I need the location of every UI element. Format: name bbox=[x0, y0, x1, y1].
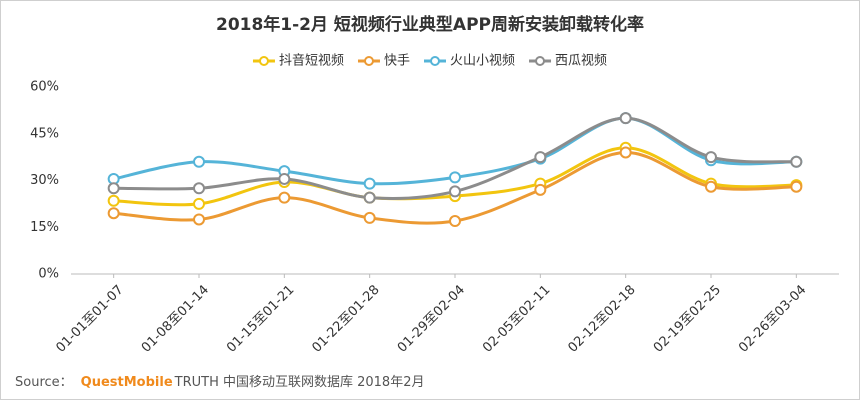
x-tick-label: 01-22至01-28 bbox=[309, 282, 382, 355]
data-point bbox=[107, 194, 120, 207]
data-point bbox=[534, 151, 547, 164]
x-tick-label: 01-01至01-07 bbox=[53, 282, 126, 355]
data-point bbox=[193, 197, 205, 210]
data-point bbox=[278, 191, 291, 204]
legend-label: 快手 bbox=[384, 54, 410, 69]
source: Source： QuestMobile TRUTH 中国移动互联网数据库 2018年… bbox=[15, 371, 424, 390]
y-tick-label: 30% bbox=[30, 173, 59, 188]
data-point bbox=[193, 155, 205, 168]
x-tick-label: 02-05至02-11 bbox=[480, 282, 553, 355]
source-brand: QuestMobile bbox=[80, 375, 173, 390]
legend-marker bbox=[258, 56, 269, 66]
legend-marker bbox=[363, 56, 374, 66]
legend-item: 火山小视频 bbox=[424, 54, 515, 69]
chart: 2018年1-2月 短视频行业典型APP周新安装卸载转化率 0% 15% 30% 45… bbox=[30, 14, 839, 356]
data-point bbox=[449, 171, 461, 184]
legend-item: 西瓜视频 bbox=[529, 54, 607, 69]
legend-item: 快手 bbox=[357, 54, 410, 69]
data-point bbox=[193, 213, 205, 226]
data-point bbox=[619, 146, 632, 159]
x-tick-label: 02-19至02-25 bbox=[651, 282, 724, 355]
data-point bbox=[107, 207, 120, 220]
y-tick-label: 45% bbox=[30, 126, 59, 141]
data-point bbox=[790, 155, 803, 168]
source-text: TRUTH 中国移动互联网数据库 2018年2月 bbox=[174, 375, 425, 390]
x-tick-label: 01-29至02-04 bbox=[395, 282, 468, 355]
data-point bbox=[705, 180, 717, 193]
legend-marker bbox=[430, 56, 440, 66]
legend-label: 火山小视频 bbox=[450, 54, 515, 69]
y-tick-label: 60% bbox=[30, 80, 59, 95]
data-point bbox=[278, 172, 291, 185]
y-tick-label: 0% bbox=[38, 267, 59, 282]
legend-label: 抖音短视频 bbox=[279, 53, 344, 69]
y-tick-label: 15% bbox=[30, 220, 59, 235]
data-point bbox=[790, 180, 803, 193]
data-point bbox=[449, 185, 461, 198]
x-tick-label: 01-15至01-21 bbox=[224, 282, 297, 355]
data-point bbox=[534, 183, 547, 196]
data-point bbox=[107, 182, 120, 195]
legend-item: 抖音短视频 bbox=[252, 53, 344, 69]
data-point bbox=[363, 211, 376, 224]
data-point bbox=[363, 177, 376, 190]
x-tick-label: 02-12至02-18 bbox=[565, 282, 638, 355]
source-prefix: Source： bbox=[15, 375, 73, 390]
data-point bbox=[449, 215, 461, 228]
data-point bbox=[193, 182, 205, 195]
data-point bbox=[363, 191, 376, 204]
legend-marker bbox=[535, 56, 546, 66]
data-point bbox=[619, 112, 632, 125]
x-tick-label: 02-26至03-04 bbox=[736, 282, 809, 355]
data-point bbox=[705, 151, 717, 164]
legend-label: 西瓜视频 bbox=[555, 54, 607, 69]
chart-title: 2018年1-2月 短视频行业典型APP周新安装卸载转化率 bbox=[216, 14, 644, 35]
legend: 抖音短视频 快手 火山小视频 西瓜视频 bbox=[252, 53, 607, 69]
x-tick-label: 01-08至01-14 bbox=[139, 282, 212, 355]
